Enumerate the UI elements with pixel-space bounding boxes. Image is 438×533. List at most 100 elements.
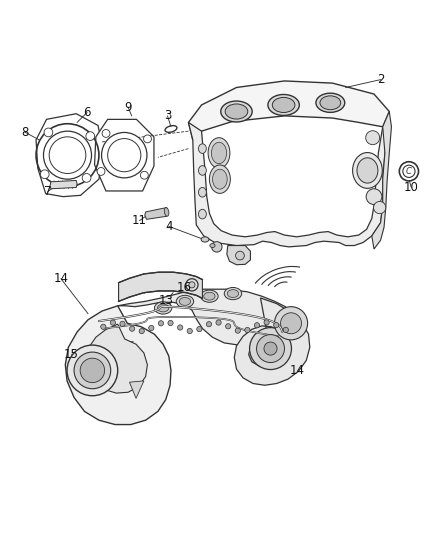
Circle shape xyxy=(257,335,285,362)
Ellipse shape xyxy=(204,292,215,300)
Ellipse shape xyxy=(272,98,295,112)
Circle shape xyxy=(149,325,154,330)
Text: 11: 11 xyxy=(132,214,147,227)
Text: 13: 13 xyxy=(158,294,173,307)
Text: 6: 6 xyxy=(83,106,91,119)
Circle shape xyxy=(226,324,231,329)
Circle shape xyxy=(186,279,198,291)
Circle shape xyxy=(168,320,173,326)
Text: 7: 7 xyxy=(44,185,52,198)
Circle shape xyxy=(187,328,192,334)
Polygon shape xyxy=(145,207,167,220)
Ellipse shape xyxy=(210,244,215,247)
Circle shape xyxy=(101,324,106,329)
Text: 2: 2 xyxy=(377,73,384,86)
Ellipse shape xyxy=(227,289,239,297)
Text: C: C xyxy=(406,167,412,176)
Text: 16: 16 xyxy=(177,281,191,294)
Circle shape xyxy=(245,327,250,333)
Polygon shape xyxy=(372,111,392,249)
Text: 9: 9 xyxy=(124,101,132,114)
Circle shape xyxy=(67,345,118,395)
Ellipse shape xyxy=(179,297,191,305)
Polygon shape xyxy=(234,298,310,385)
Ellipse shape xyxy=(208,138,230,168)
Text: 15: 15 xyxy=(64,348,79,361)
Ellipse shape xyxy=(212,142,226,164)
Circle shape xyxy=(177,325,183,330)
Ellipse shape xyxy=(198,188,206,197)
Circle shape xyxy=(86,132,95,141)
Polygon shape xyxy=(130,381,144,398)
Circle shape xyxy=(40,170,49,179)
Circle shape xyxy=(250,328,291,369)
Circle shape xyxy=(130,326,135,332)
Polygon shape xyxy=(118,289,294,345)
Text: 8: 8 xyxy=(21,126,28,139)
Circle shape xyxy=(141,171,148,179)
Circle shape xyxy=(216,320,221,325)
Circle shape xyxy=(399,161,419,181)
Ellipse shape xyxy=(268,94,299,116)
Text: 14: 14 xyxy=(289,364,304,377)
Circle shape xyxy=(254,322,260,328)
Circle shape xyxy=(80,358,105,383)
Ellipse shape xyxy=(201,237,209,242)
Circle shape xyxy=(102,130,110,138)
Ellipse shape xyxy=(225,104,248,119)
Ellipse shape xyxy=(316,93,345,112)
Text: 14: 14 xyxy=(53,272,68,285)
Text: 3: 3 xyxy=(164,109,171,123)
Ellipse shape xyxy=(224,287,242,300)
Circle shape xyxy=(366,131,380,144)
Ellipse shape xyxy=(198,209,206,219)
Circle shape xyxy=(235,328,240,333)
Ellipse shape xyxy=(198,144,206,154)
Circle shape xyxy=(139,328,145,334)
Circle shape xyxy=(74,352,111,389)
Ellipse shape xyxy=(164,208,169,216)
Ellipse shape xyxy=(353,152,382,188)
Ellipse shape xyxy=(357,158,378,183)
Polygon shape xyxy=(36,114,103,197)
Ellipse shape xyxy=(154,302,172,314)
Polygon shape xyxy=(188,81,389,140)
Circle shape xyxy=(189,282,195,288)
Circle shape xyxy=(374,201,386,214)
Ellipse shape xyxy=(157,304,169,312)
Ellipse shape xyxy=(176,295,194,308)
Polygon shape xyxy=(65,306,171,425)
Ellipse shape xyxy=(221,101,252,122)
Circle shape xyxy=(366,189,382,205)
Circle shape xyxy=(102,133,147,178)
Circle shape xyxy=(236,251,244,260)
Circle shape xyxy=(264,342,277,355)
Circle shape xyxy=(283,327,288,333)
Ellipse shape xyxy=(201,290,218,302)
Polygon shape xyxy=(50,181,77,189)
Polygon shape xyxy=(227,246,251,265)
Text: 10: 10 xyxy=(404,181,419,193)
Ellipse shape xyxy=(212,169,227,189)
Circle shape xyxy=(206,321,212,327)
Ellipse shape xyxy=(320,96,341,110)
Ellipse shape xyxy=(209,165,230,193)
Circle shape xyxy=(97,167,105,175)
Circle shape xyxy=(158,321,163,326)
Circle shape xyxy=(43,131,92,179)
Polygon shape xyxy=(119,272,202,302)
Ellipse shape xyxy=(198,166,206,175)
Polygon shape xyxy=(188,123,389,247)
Circle shape xyxy=(264,320,269,325)
Circle shape xyxy=(197,327,202,332)
Circle shape xyxy=(275,306,307,340)
Polygon shape xyxy=(95,119,154,191)
Circle shape xyxy=(120,321,125,326)
Circle shape xyxy=(281,313,301,334)
Circle shape xyxy=(82,174,91,182)
Circle shape xyxy=(144,135,152,143)
Circle shape xyxy=(212,241,222,252)
Circle shape xyxy=(274,322,279,328)
Text: 4: 4 xyxy=(165,220,173,233)
Circle shape xyxy=(110,320,116,325)
